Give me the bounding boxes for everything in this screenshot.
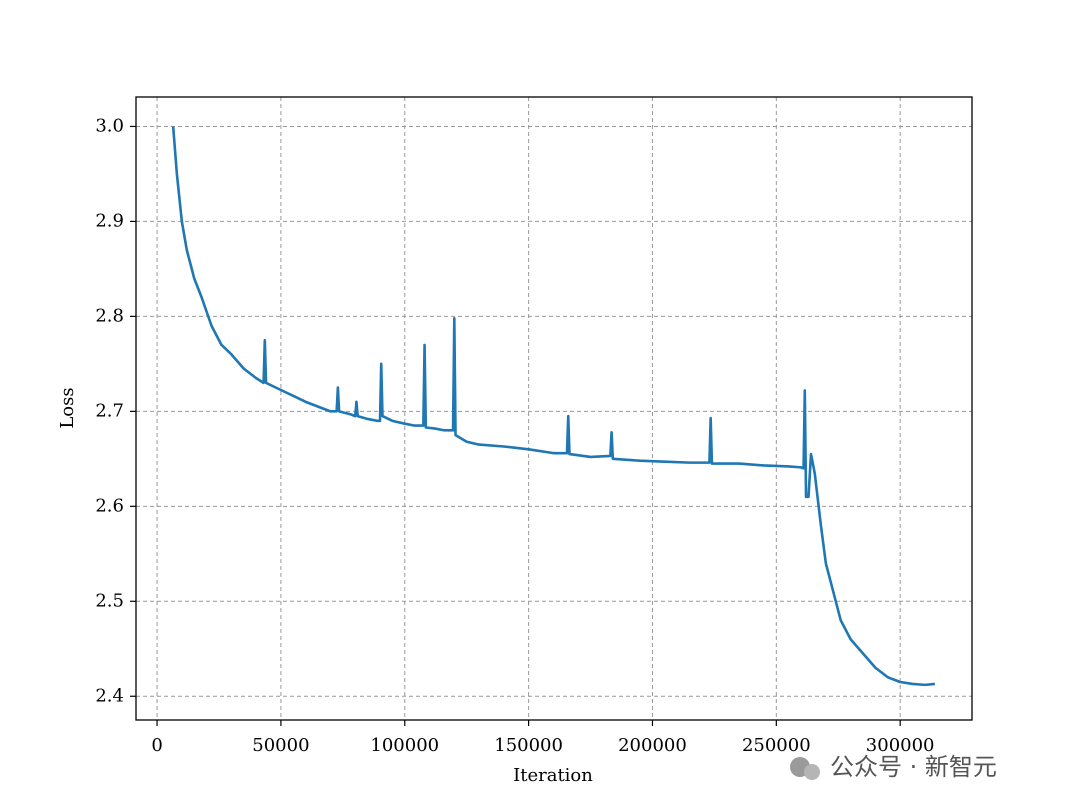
lines bbox=[171, 126, 935, 687]
y-tick-label: 2.8 bbox=[95, 305, 124, 326]
x-tick-label: 150000 bbox=[494, 735, 563, 756]
loss-line bbox=[171, 126, 935, 687]
y-tick-label: 2.6 bbox=[95, 495, 124, 516]
x-tick-label: 0 bbox=[151, 735, 162, 756]
y-tick-label: 2.5 bbox=[95, 590, 124, 611]
y-tick-label: 2.4 bbox=[95, 685, 124, 706]
x-axis-label: Iteration bbox=[513, 765, 593, 786]
ticks: 0 50000 100000 150000 200000 250000 300000 2.4 2… bbox=[95, 115, 934, 756]
watermark-icon bbox=[804, 764, 820, 780]
plot-frame bbox=[135, 96, 973, 721]
x-tick-label: 50000 bbox=[252, 735, 309, 756]
watermark-group: 公众号 · 新智元 bbox=[790, 753, 997, 781]
watermark: 公众号 · 新智元 bbox=[830, 753, 997, 781]
y-tick-label: 2.9 bbox=[95, 210, 124, 231]
x-tick-label: 100000 bbox=[370, 735, 439, 756]
x-tick-label: 200000 bbox=[618, 735, 687, 756]
x-tick-label: 250000 bbox=[742, 735, 811, 756]
x-tick-label: 300000 bbox=[866, 735, 935, 756]
y-axis-label: Loss bbox=[57, 387, 78, 428]
y-tick-label: 2.7 bbox=[95, 400, 124, 421]
y-tick-label: 3.0 bbox=[95, 115, 124, 136]
grid bbox=[136, 97, 972, 720]
